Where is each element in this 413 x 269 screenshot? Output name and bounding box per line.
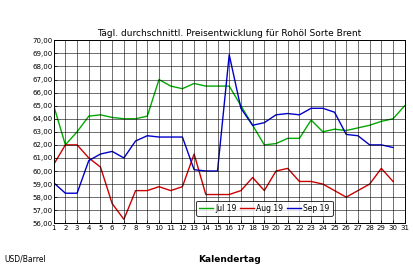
Aug 19	[98, 165, 103, 169]
Line: Sep 19: Sep 19	[54, 55, 393, 193]
Jul 19	[86, 115, 91, 118]
Sep 19	[121, 156, 126, 160]
Jul 19	[75, 130, 80, 133]
Sep 19	[86, 159, 91, 162]
Jul 19	[63, 143, 68, 147]
Aug 19	[227, 193, 232, 196]
Aug 19	[168, 189, 173, 192]
Sep 19	[192, 168, 197, 171]
Aug 19	[63, 143, 68, 147]
Jul 19	[227, 84, 232, 88]
Sep 19	[145, 134, 150, 137]
Aug 19	[379, 167, 384, 170]
Sep 19	[367, 143, 372, 147]
Sep 19	[297, 113, 302, 116]
Jul 19	[285, 137, 290, 140]
Aug 19	[285, 167, 290, 170]
Aug 19	[273, 169, 278, 173]
Aug 19	[367, 182, 372, 186]
Legend: Jul 19, Aug 19, Sep 19: Jul 19, Aug 19, Sep 19	[196, 201, 332, 216]
Aug 19	[391, 180, 396, 183]
Sep 19	[356, 134, 361, 137]
Sep 19	[285, 112, 290, 115]
Jul 19	[367, 124, 372, 127]
Sep 19	[215, 169, 220, 173]
Sep 19	[133, 139, 138, 143]
Aug 19	[356, 189, 361, 192]
Sep 19	[51, 181, 56, 184]
Aug 19	[86, 156, 91, 160]
Jul 19	[110, 116, 115, 119]
Jul 19	[262, 143, 267, 147]
Jul 19	[356, 126, 361, 129]
Aug 19	[75, 143, 80, 147]
Aug 19	[262, 189, 267, 192]
Jul 19	[51, 104, 56, 107]
Jul 19	[273, 142, 278, 145]
Aug 19	[110, 202, 115, 205]
Jul 19	[121, 117, 126, 120]
Sep 19	[180, 135, 185, 139]
Sep 19	[227, 53, 232, 56]
Aug 19	[121, 218, 126, 221]
Sep 19	[309, 107, 313, 110]
Aug 19	[297, 180, 302, 183]
Jul 19	[192, 82, 197, 85]
Sep 19	[168, 135, 173, 139]
Aug 19	[203, 193, 208, 196]
Sep 19	[273, 113, 278, 116]
Line: Aug 19: Aug 19	[54, 145, 393, 219]
Sep 19	[110, 150, 115, 153]
Jul 19	[320, 130, 325, 133]
Sep 19	[344, 133, 349, 136]
Line: Jul 19: Jul 19	[54, 80, 405, 145]
Aug 19	[320, 182, 325, 186]
Sep 19	[391, 146, 396, 149]
Jul 19	[168, 84, 173, 88]
Aug 19	[332, 189, 337, 192]
Sep 19	[250, 124, 255, 127]
Sep 19	[379, 143, 384, 147]
Sep 19	[157, 135, 161, 139]
Jul 19	[180, 87, 185, 90]
Jul 19	[215, 84, 220, 88]
Aug 19	[309, 180, 313, 183]
Jul 19	[203, 84, 208, 88]
Jul 19	[250, 124, 255, 127]
Aug 19	[180, 185, 185, 188]
Jul 19	[98, 113, 103, 116]
Title: Tägl. durchschnittl. Preisentwicklung für Rohöl Sorte Brent: Tägl. durchschnittl. Preisentwicklung fü…	[97, 29, 361, 38]
Sep 19	[262, 121, 267, 124]
Jul 19	[297, 137, 302, 140]
Text: USD/Barrel: USD/Barrel	[4, 255, 46, 264]
Aug 19	[51, 163, 56, 166]
Jul 19	[309, 118, 313, 122]
Aug 19	[215, 193, 220, 196]
Sep 19	[63, 192, 68, 195]
Sep 19	[332, 111, 337, 114]
Jul 19	[145, 115, 150, 118]
Jul 19	[238, 104, 243, 107]
Text: Kalendertag: Kalendertag	[198, 255, 261, 264]
Jul 19	[133, 117, 138, 120]
Sep 19	[238, 107, 243, 110]
Aug 19	[133, 189, 138, 192]
Sep 19	[320, 107, 325, 110]
Jul 19	[402, 104, 407, 107]
Sep 19	[98, 153, 103, 156]
Jul 19	[391, 117, 396, 120]
Aug 19	[145, 189, 150, 192]
Aug 19	[238, 189, 243, 192]
Aug 19	[250, 176, 255, 179]
Sep 19	[75, 192, 80, 195]
Sep 19	[203, 169, 208, 173]
Aug 19	[192, 153, 197, 156]
Jul 19	[157, 78, 161, 81]
Jul 19	[332, 128, 337, 131]
Aug 19	[344, 196, 349, 199]
Jul 19	[344, 129, 349, 132]
Jul 19	[379, 120, 384, 123]
Aug 19	[157, 185, 161, 188]
